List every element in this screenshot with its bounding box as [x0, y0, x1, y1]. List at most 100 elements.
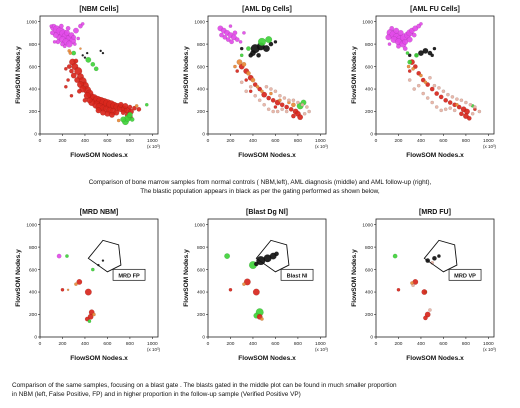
data-point [407, 59, 413, 65]
y-tick-label: 400 [197, 87, 205, 93]
y-tick-label: 200 [29, 312, 37, 318]
data-point [260, 89, 264, 94]
data-point [459, 98, 464, 103]
data-point [250, 77, 256, 83]
data-point [425, 96, 430, 100]
data-point [402, 46, 408, 51]
x-tick-label: 400 [417, 341, 425, 347]
y-tick-label: 200 [29, 109, 37, 115]
points-group [392, 253, 441, 321]
data-point [246, 46, 251, 51]
x-axis-label: FlowSOM Nodes.x [70, 355, 128, 362]
x-tick-label: 1000 [483, 341, 494, 347]
data-point [470, 111, 475, 116]
data-point [275, 109, 280, 114]
data-point [278, 93, 282, 98]
data-point [144, 102, 149, 107]
data-point [100, 109, 106, 116]
x-tick-label: 1000 [147, 138, 158, 144]
annotation-box [112, 268, 146, 281]
data-point [443, 107, 448, 112]
data-point [389, 26, 395, 31]
data-point [243, 278, 251, 286]
data-point [56, 253, 62, 259]
data-point [65, 254, 69, 258]
data-point [255, 85, 260, 89]
data-point [81, 54, 84, 57]
data-point [468, 102, 473, 107]
x-tick-label: 400 [417, 138, 425, 144]
data-point [85, 51, 89, 55]
data-point [428, 76, 432, 80]
data-point [239, 53, 244, 58]
x-tick-label: 600 [103, 138, 111, 144]
x-unit-label: (x 10³) [315, 347, 329, 352]
x-tick-label: 800 [126, 138, 134, 144]
data-point [291, 98, 296, 103]
data-point [262, 45, 270, 53]
data-point [271, 109, 275, 114]
data-point [269, 87, 273, 91]
data-point [414, 52, 419, 58]
data-point [264, 85, 269, 89]
data-point [74, 282, 78, 286]
data-point [261, 91, 268, 98]
data-point [477, 109, 482, 114]
chart-nbm-cells: [NBM Cells] 0 200 400 600 800 1000 0 200 400 600 80… [10, 2, 172, 170]
annotation-box [280, 268, 314, 281]
data-point [423, 315, 428, 321]
data-point [439, 108, 443, 113]
annotation-label: MRD FP [118, 273, 140, 279]
data-point [430, 53, 434, 58]
data-point [82, 97, 88, 103]
y-axis-label: FlowSOM Nodes.y [183, 249, 190, 307]
data-point [411, 67, 415, 71]
data-point [84, 288, 92, 296]
caption-top: Comparison of bone marrow samples from n… [20, 178, 500, 196]
y-tick-label: 600 [365, 64, 373, 70]
data-point [253, 261, 259, 267]
data-point [76, 36, 81, 41]
data-point [256, 52, 261, 58]
y-tick-label: 0 [370, 132, 373, 138]
data-point [65, 26, 71, 31]
data-point [235, 69, 240, 73]
data-point [95, 107, 102, 114]
data-point [302, 111, 307, 116]
data-point [284, 104, 290, 110]
y-tick-label: 400 [29, 87, 37, 93]
chart-blast-dg-nl: [Blast Dg Nl] 0 200 400 600 800 1000 0 200 400 600… [178, 205, 340, 373]
data-point [76, 279, 83, 285]
x-tick-label: 600 [271, 341, 279, 347]
x-tick-label: 200 [394, 138, 402, 144]
chart-svg: [MRD NBM] 0 200 400 600 800 1000 0 200 400 600 800 1… [15, 209, 160, 362]
x-tick-label: 600 [439, 138, 447, 144]
x-tick-label: 400 [249, 138, 257, 144]
y-tick-label: 1000 [362, 19, 373, 25]
data-point [412, 87, 417, 91]
caption-top-line-1: Comparison of bone marrow samples from n… [88, 179, 432, 186]
x-tick-label: 800 [126, 341, 134, 347]
y-tick-label: 400 [365, 87, 373, 93]
y-tick-label: 0 [202, 335, 205, 341]
x-tick-label: 800 [294, 341, 302, 347]
y-tick-label: 600 [197, 267, 205, 273]
chart-mrd-fu: [MRD FU] 0 200 400 600 800 1000 0 200 400 600 800 10… [346, 205, 508, 373]
data-point [421, 289, 428, 295]
x-tick-label: 600 [103, 341, 111, 347]
data-point [83, 56, 87, 59]
data-point [73, 27, 79, 34]
data-point [287, 98, 291, 103]
data-point [428, 308, 432, 312]
data-point [52, 40, 57, 44]
data-point [387, 42, 392, 46]
x-tick-label: 600 [439, 341, 447, 347]
data-point [291, 102, 296, 108]
data-point [300, 102, 305, 107]
data-point [62, 44, 67, 49]
x-tick-label: 800 [462, 138, 470, 144]
data-point [129, 117, 135, 122]
gate-polygon [255, 239, 290, 273]
y-tick-label: 0 [202, 132, 205, 138]
data-point [437, 254, 441, 258]
